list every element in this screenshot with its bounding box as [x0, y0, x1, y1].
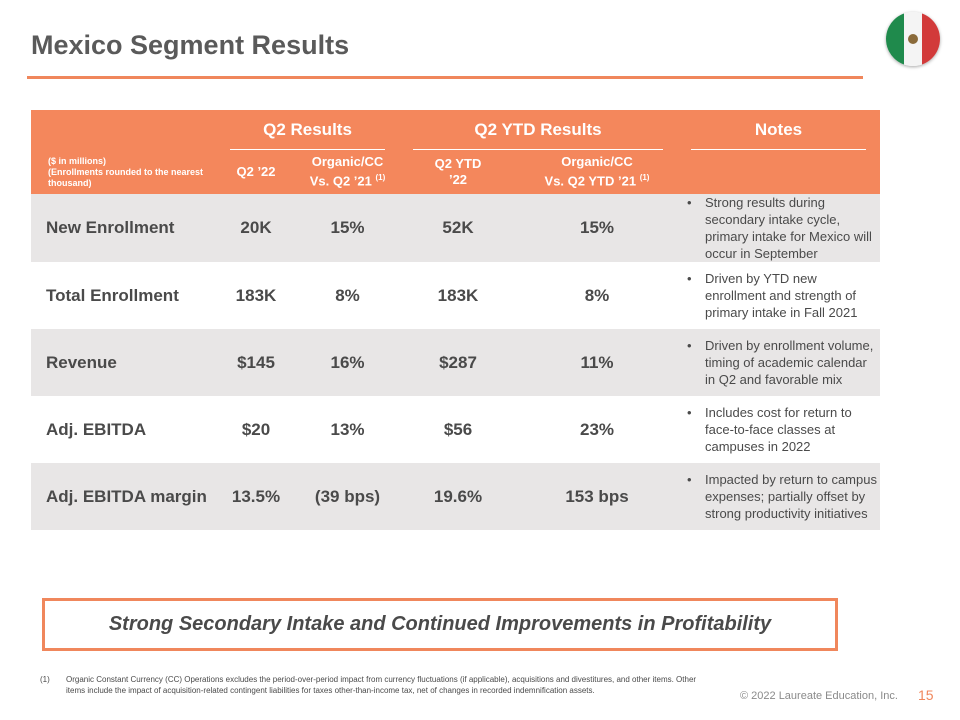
cell-ytd: 19.6% [399, 463, 517, 530]
cell-ytd: 52K [399, 194, 517, 262]
cell-q2-cc: (39 bps) [296, 463, 399, 530]
flag-red-band [922, 12, 940, 66]
ytd-results-header: Q2 YTD Results [399, 110, 677, 150]
flag-green-band [886, 12, 904, 66]
note-text: Driven by YTD new enrollment and strengt… [705, 271, 858, 320]
notes-header: Notes [677, 110, 880, 150]
cell-note: • Strong results during secondary intake … [677, 194, 880, 262]
cell-note: • Driven by YTD new enrollment and streng… [677, 262, 880, 329]
col-label-text: Vs. Q2 ’21 [309, 173, 372, 189]
col-label-line: Vs. Q2 ’21 (1) [296, 170, 399, 189]
cell-ytd-cc: 15% [517, 194, 677, 262]
cell-q2: $145 [216, 329, 296, 396]
col-q2-ytd: Q2 YTD ’22 [399, 150, 517, 194]
flag-emblem-icon [908, 34, 918, 44]
cell-q2-cc: 15% [296, 194, 399, 262]
table-row: New Enrollment 20K 15% 52K 15% • Strong r… [31, 194, 880, 262]
row-label: New Enrollment [31, 194, 216, 262]
page-number: 15 [918, 687, 934, 703]
title-divider [27, 76, 863, 79]
note-text: Impacted by return to campus expenses; p… [705, 472, 877, 521]
col-q2-22: Q2 ’22 [216, 150, 296, 194]
table-group-header-row: Q2 Results Q2 YTD Results Notes [31, 110, 880, 150]
header-underline [691, 149, 866, 150]
q2-results-label: Q2 Results [263, 120, 352, 139]
footnote-number: (1) [40, 675, 50, 684]
unit-note: ($ in millions) (Enrollments rounded to … [31, 150, 216, 194]
footnote-ref: (1) [375, 173, 386, 183]
col-organic-ytd: Organic/CC Vs. Q2 YTD ’21 (1) [517, 150, 677, 194]
note-bullet: • Includes cost for return to face-to-fac… [687, 404, 878, 455]
cell-q2-cc: 8% [335, 285, 360, 305]
cell-ytd: 183K [437, 285, 479, 305]
table-row: Adj. EBITDA $20 13% $56 23% • Includes co… [31, 396, 880, 463]
cell-q2: 20K [216, 194, 296, 262]
bullet-icon: • [687, 472, 692, 487]
table-row: Total Enrollment 183K 8% 183K 8% • Driven… [31, 262, 880, 329]
cell-ytd-cc: 8% [584, 285, 610, 305]
bullet-icon: • [687, 338, 692, 353]
bullet-icon: • [687, 195, 692, 210]
note-bullet: • Driven by YTD new enrollment and streng… [687, 270, 878, 321]
col-label-line: Vs. Q2 YTD ’21 (1) [517, 170, 677, 189]
bullet-icon: • [687, 405, 692, 420]
col-label-line: Q2 YTD [434, 156, 482, 171]
note-bullet: • Impacted by return to campus expenses; … [687, 471, 878, 522]
cell-note: • Includes cost for return to face-to-fac… [677, 396, 880, 463]
note-bullet: • Strong results during secondary intake … [687, 194, 878, 262]
cell-ytd: $287 [399, 329, 517, 396]
cell-ytd-cc: 23% [579, 419, 615, 439]
cell-ytd-cc: 153 bps [517, 463, 677, 530]
note-text: Includes cost for return to face-to-face… [705, 405, 852, 454]
table-row: Revenue $145 16% $287 11% • Driven by enr… [31, 329, 880, 396]
col-label-text: Vs. Q2 YTD ’21 [544, 173, 637, 189]
cell-note: • Driven by enrollment volume, timing of … [677, 329, 880, 396]
q2-results-header: Q2 Results [216, 110, 399, 150]
ytd-results-label: Q2 YTD Results [474, 120, 602, 139]
highlight-banner: Strong Secondary Intake and Continued Im… [42, 598, 838, 651]
col-organic-q2: Organic/CC Vs. Q2 ’21 (1) [296, 150, 399, 194]
header-blank-cell [31, 110, 216, 150]
cell-q2: $20 [241, 419, 271, 439]
row-label: Revenue [31, 329, 216, 396]
note-text: Driven by enrollment volume, timing of a… [705, 338, 874, 387]
row-label: Adj. EBITDA margin [31, 463, 216, 530]
cell-q2-cc: 16% [296, 329, 399, 396]
bullet-icon: • [687, 271, 692, 286]
notes-label: Notes [754, 120, 803, 139]
cell-ytd-cc: 11% [517, 329, 677, 396]
cell-note: • Impacted by return to campus expenses; … [677, 463, 880, 530]
header-underline [230, 149, 385, 150]
row-label: Adj. EBITDA [46, 419, 147, 439]
header-underline [413, 149, 663, 150]
col-label-line: Organic/CC [561, 154, 633, 170]
unit-note-line: ($ in millions) [48, 155, 107, 166]
col-label-line: ’22 [448, 172, 468, 187]
copyright: © 2022 Laureate Education, Inc. [740, 690, 898, 702]
col-label-line: Organic/CC [311, 154, 384, 170]
flag-white-band [904, 12, 922, 66]
footnote: (1) Organic Constant Currency (CC) Opera… [40, 674, 710, 696]
mexico-flag-icon [886, 12, 940, 66]
cell-q2-cc: 13% [330, 419, 365, 439]
cell-ytd: $56 [443, 419, 473, 439]
table-row: Adj. EBITDA margin 13.5% (39 bps) 19.6% … [31, 463, 880, 530]
page-title: Mexico Segment Results [31, 30, 350, 60]
table-column-header-row: ($ in millions) (Enrollments rounded to … [31, 150, 880, 194]
note-bullet: • Driven by enrollment volume, timing of … [687, 337, 878, 388]
footnote-text: Organic Constant Currency (CC) Operation… [66, 675, 697, 695]
col-notes-blank [677, 150, 880, 194]
footnote-ref: (1) [639, 173, 650, 183]
note-text: Strong results during secondary intake c… [705, 195, 872, 261]
results-table: Q2 Results Q2 YTD Results Notes ($ in mi… [31, 110, 880, 530]
cell-q2: 13.5% [216, 463, 296, 530]
unit-note-line: (Enrollments rounded to the nearest thou… [48, 166, 204, 188]
row-label: Total Enrollment [46, 285, 179, 305]
cell-q2: 183K [235, 285, 277, 305]
